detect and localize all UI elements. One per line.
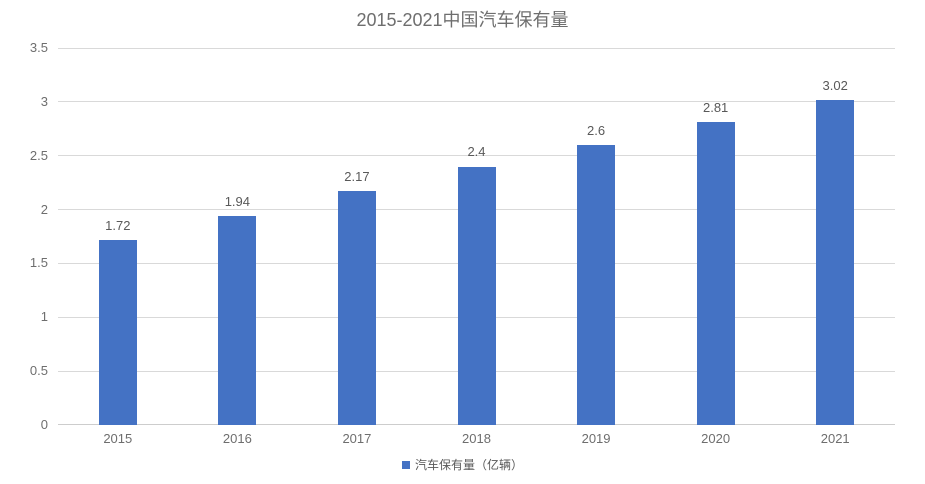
gridline (58, 47, 895, 49)
bar-2021 (816, 99, 855, 425)
x-tick-label: 2015 (103, 431, 133, 446)
legend-swatch-icon (401, 460, 410, 469)
x-tick-label: 2021 (820, 431, 850, 446)
gridline (58, 155, 895, 157)
y-tick-label: 3.5 (29, 40, 48, 55)
bar-value-label: 2.17 (344, 169, 370, 185)
bar-value-label: 2.4 (467, 144, 486, 160)
y-tick-label: 2.5 (29, 147, 48, 163)
legend-label: 汽车保有量（亿辆） (414, 458, 523, 472)
bar-value-label: 1.94 (224, 194, 250, 210)
legend: 汽车保有量（亿辆） (0, 456, 925, 473)
plot-area (58, 47, 895, 425)
y-tick-label: 1.5 (29, 255, 48, 271)
bar-value-label: 2.6 (587, 122, 606, 138)
y-tick-label: 0 (40, 417, 48, 432)
bar-2020 (696, 122, 735, 425)
bar-2016 (218, 216, 257, 425)
x-tick-label: 2016 (222, 431, 252, 446)
y-tick-label: 1 (40, 309, 48, 325)
x-tick-label: 2017 (342, 431, 372, 446)
bar-2017 (337, 191, 376, 425)
x-tick-label: 2020 (701, 431, 731, 446)
y-tick-label: 2 (40, 201, 48, 217)
y-tick-label: 0.5 (29, 363, 48, 379)
bar-2018 (457, 166, 496, 425)
x-tick-label: 2019 (581, 431, 611, 446)
gridline (58, 101, 895, 103)
bar-value-label: 3.02 (822, 77, 848, 93)
bar-2015 (98, 239, 137, 425)
bar-2019 (577, 144, 616, 425)
bar-value-label: 1.72 (105, 217, 131, 233)
chart-title: 2015-2021中国汽车保有量 (356, 10, 569, 30)
bar-value-label: 2.81 (702, 100, 729, 116)
y-tick-label: 3 (40, 93, 48, 109)
x-tick-label: 2018 (462, 431, 491, 446)
